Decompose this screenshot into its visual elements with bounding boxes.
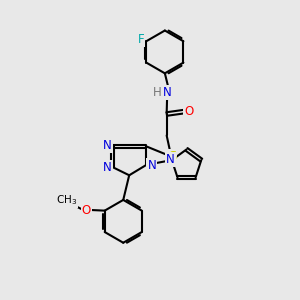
Text: O: O xyxy=(184,105,194,118)
Text: N: N xyxy=(103,161,112,174)
Text: N: N xyxy=(103,139,112,152)
Text: N: N xyxy=(163,86,172,99)
Text: H: H xyxy=(153,85,162,98)
Text: F: F xyxy=(138,33,144,46)
Text: O: O xyxy=(82,203,91,217)
Text: N: N xyxy=(166,153,175,166)
Text: CH$_3$: CH$_3$ xyxy=(56,193,77,207)
Text: S: S xyxy=(168,150,176,163)
Text: N: N xyxy=(147,159,156,172)
